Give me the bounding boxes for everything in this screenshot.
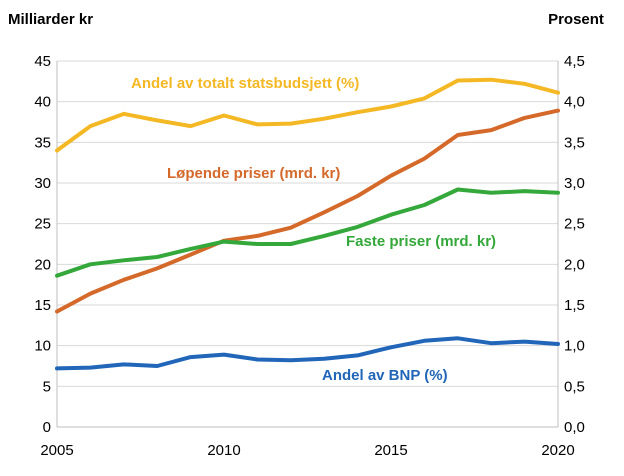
y-left-tick-label: 10 xyxy=(34,338,51,355)
y-axis-left-title: Milliarder kr xyxy=(8,11,93,28)
y-right-tick-label: 4,0 xyxy=(564,94,585,111)
y-left-tick-label: 30 xyxy=(34,175,51,192)
y-right-tick-label: 0,0 xyxy=(564,419,585,436)
series-label-lopende-priser: Løpende priser (mrd. kr) xyxy=(167,165,340,182)
series-label-andel-statsbudsjett: Andel av totalt statsbudsjett (%) xyxy=(131,75,359,92)
y-left-tick-label: 25 xyxy=(34,216,51,233)
y-right-tick-label: 2,5 xyxy=(564,216,585,233)
series-line-andel-statsbudsjett xyxy=(55,77,560,153)
x-tick-label: 2010 xyxy=(207,442,240,459)
y-right-tick-label: 3,0 xyxy=(564,175,585,192)
y-left-tick-label: 5 xyxy=(43,378,51,395)
gridlines xyxy=(57,60,558,387)
y-left-tick-label: 15 xyxy=(34,297,51,314)
y-left-tick-label: 45 xyxy=(34,53,51,70)
y-axis-right-title: Prosent xyxy=(548,11,604,28)
series-line-andel-bnp xyxy=(55,336,560,371)
series-line-faste-priser xyxy=(55,187,560,278)
y-right-tick-label: 3,5 xyxy=(564,134,585,151)
series-label-faste-priser: Faste priser (mrd. kr) xyxy=(346,233,496,250)
axes xyxy=(56,61,559,428)
series-line-lopende-priser xyxy=(55,108,560,314)
y-left-tick-label: 35 xyxy=(34,134,51,151)
y-right-tick-label: 1,5 xyxy=(564,297,585,314)
y-right-tick-label: 2,0 xyxy=(564,256,585,273)
series-lines xyxy=(55,77,560,371)
y-left-tick-label: 40 xyxy=(34,94,51,111)
y-left-tick-label: 20 xyxy=(34,256,51,273)
tick-labels: 0 5 10 15 20 25 30 35 40 45 0,0 0,5 1,0 1,5 2,0 2,5 3,0 3… xyxy=(34,53,585,459)
y-right-tick-label: 4,5 xyxy=(564,53,585,70)
x-tick-label: 2005 xyxy=(40,442,73,459)
x-tick-label: 2020 xyxy=(541,442,574,459)
y-right-tick-label: 0,5 xyxy=(564,378,585,395)
series-label-andel-bnp: Andel av BNP (%) xyxy=(322,367,448,384)
y-right-tick-label: 1,0 xyxy=(564,338,585,355)
series-labels: Andel av totalt statsbudsjett (%) Løpende… xyxy=(131,75,496,384)
y-left-tick-label: 0 xyxy=(43,419,51,436)
x-tick-label: 2015 xyxy=(374,442,407,459)
